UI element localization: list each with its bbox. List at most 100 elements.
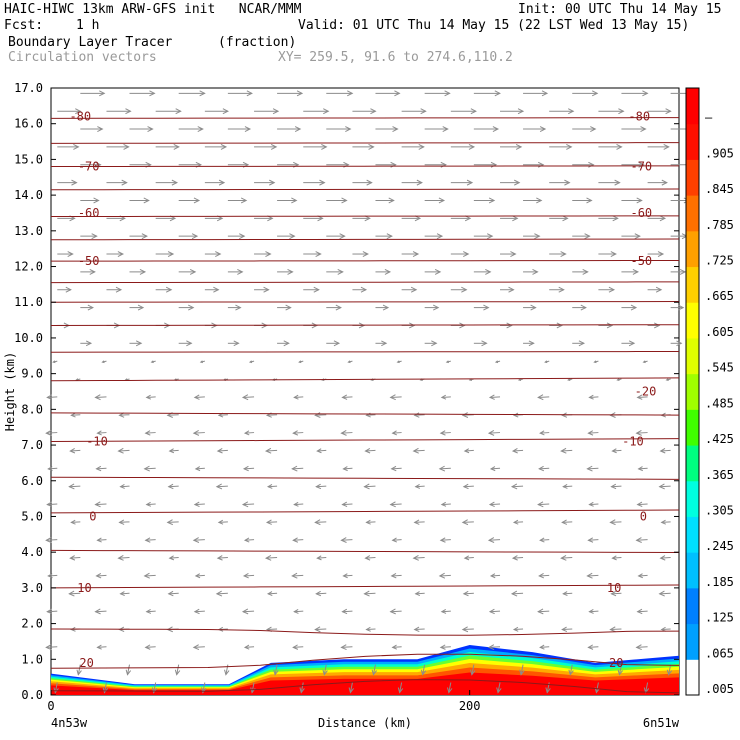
colorbar-label: .125 [705, 611, 734, 625]
vector-head [483, 304, 490, 311]
vector-shaft [637, 503, 648, 506]
vector-shaft [341, 646, 353, 648]
vector-head [412, 251, 420, 257]
vector-head [293, 394, 299, 400]
vector-head [510, 590, 518, 597]
vector-head [568, 669, 574, 676]
vector-head [73, 143, 80, 150]
colorbar-swatch [686, 516, 699, 553]
vector-318 [352, 251, 369, 257]
vector-220 [636, 394, 648, 400]
vector-shaft [636, 432, 648, 434]
vector-shaft [120, 485, 130, 488]
vector-417 [106, 108, 132, 115]
vector-head [147, 126, 154, 133]
vector-head [636, 394, 643, 400]
vector-301 [178, 268, 197, 275]
vector-head [340, 537, 347, 543]
vector-411 [473, 126, 500, 133]
vector-96 [316, 555, 327, 561]
vector-shaft [464, 557, 474, 559]
vector-head [538, 465, 545, 472]
temperature-contour-11 [50, 324, 680, 326]
contour-label: 10 [607, 581, 621, 595]
vector-head [283, 340, 290, 347]
vector-60 [440, 608, 451, 614]
vector-shaft [294, 396, 304, 398]
vector-255 [473, 340, 488, 347]
vector-head [168, 555, 175, 561]
vector-head [292, 537, 299, 543]
vector-6 [348, 682, 354, 694]
vector-236 [150, 360, 156, 364]
vector-165 [489, 466, 501, 472]
vector-407 [277, 126, 302, 133]
vector-head [45, 644, 52, 651]
y-tick-label: 15.0 [14, 152, 43, 166]
vector-396 [352, 143, 375, 150]
vector-402 [647, 143, 670, 150]
vector-187 [292, 430, 304, 436]
vector-62 [537, 608, 550, 615]
vector-head [117, 251, 125, 257]
vector-149 [363, 483, 376, 490]
colorbar-label: .305 [705, 503, 734, 517]
vector-shaft [392, 539, 402, 541]
vector-135 [293, 501, 304, 507]
vector-129 [660, 519, 671, 525]
vector-head [382, 304, 390, 311]
vector-head [222, 108, 229, 115]
vector-head [444, 90, 451, 97]
vector-428 [647, 108, 672, 115]
vector-head [213, 286, 220, 293]
vector-shaft [414, 521, 425, 523]
vector-head [201, 687, 207, 694]
vector-head [339, 233, 346, 240]
vector-head [606, 322, 614, 329]
vector-185 [192, 429, 205, 436]
vector-361 [572, 197, 593, 204]
vector-head [364, 448, 371, 454]
vector-shaft [661, 521, 671, 523]
vector-head [68, 590, 75, 597]
vector-54 [145, 608, 156, 614]
vector-head [661, 179, 668, 186]
vector-head [489, 466, 496, 472]
vector-108 [243, 537, 255, 543]
contour-label: -50 [78, 254, 100, 268]
vector-shaft [70, 557, 81, 559]
vector-shaft [127, 664, 130, 675]
colorbar-swatch [686, 266, 699, 303]
vector-head [292, 430, 299, 436]
plot-area [50, 87, 680, 696]
vector-head [192, 429, 200, 436]
colorbar-swatch [686, 373, 699, 410]
vector-head [285, 304, 292, 311]
vector-18 [322, 664, 328, 676]
vector-shaft [488, 539, 501, 541]
vector-head [508, 286, 515, 293]
vector-head [462, 483, 469, 490]
vector-305 [375, 268, 392, 275]
vector-shaft [97, 539, 107, 541]
vector-98 [412, 554, 425, 561]
vector-shaft [95, 396, 107, 398]
vector-shaft [588, 432, 599, 434]
vector-head [145, 394, 152, 400]
vector-100 [511, 555, 524, 561]
contour-label: -10 [86, 434, 108, 448]
vector-423 [401, 108, 427, 115]
vector-163 [390, 465, 402, 472]
vector-218 [537, 394, 550, 401]
vector-shaft [372, 664, 376, 675]
tracer-band-7 [51, 672, 679, 695]
vector-head [335, 304, 342, 311]
vector-head [414, 215, 422, 222]
vector-167 [586, 465, 599, 472]
vector-head [487, 537, 495, 543]
vector-head [299, 687, 305, 694]
vector-364 [57, 179, 78, 186]
vector-head [340, 644, 347, 651]
vector-shaft [342, 503, 353, 506]
vector-head [510, 483, 518, 490]
